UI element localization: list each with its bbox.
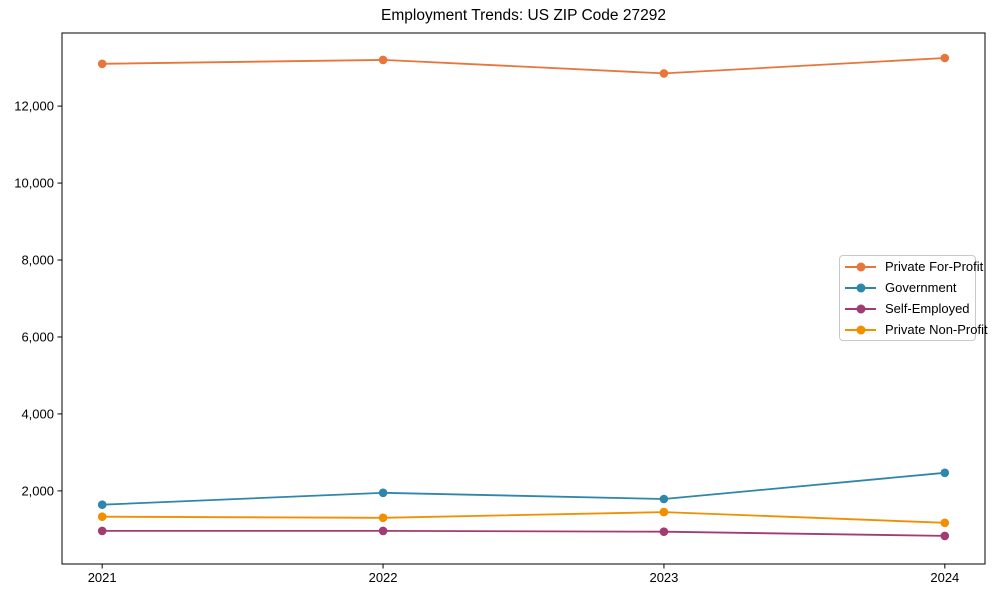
series-marker-self-employed (378, 526, 388, 536)
legend-marker-dot (856, 283, 865, 292)
series-marker-government (97, 500, 107, 510)
plot-border (61, 32, 986, 565)
series-marker-private-for-profit (940, 53, 950, 63)
legend-item: Government (845, 277, 975, 298)
series-marker-government (378, 488, 388, 498)
x-tick-label: 2021 (88, 570, 117, 585)
y-tick-label: 6,000 (21, 329, 54, 344)
series-line-private-non-profit (101, 511, 946, 524)
series-marker-private-for-profit (97, 59, 107, 69)
x-tick-label: 2022 (369, 570, 398, 585)
legend-line-marker-swatch (845, 325, 876, 334)
series-marker-private-non-profit (659, 507, 669, 517)
y-tick-label: 8,000 (21, 253, 54, 268)
legend-line-marker-swatch (845, 304, 876, 313)
legend-label: Self-Employed (885, 301, 970, 316)
legend-label: Private Non-Profit (885, 322, 988, 337)
series-marker-private-non-profit (97, 512, 107, 521)
y-tick-label: 4,000 (21, 406, 54, 421)
series-marker-private-non-profit (378, 513, 388, 523)
x-tick-label: 2023 (649, 570, 678, 585)
chart-title: Employment Trends: US ZIP Code 27292 (381, 7, 666, 24)
y-tick-label: 10,000 (14, 176, 54, 191)
series-marker-self-employed (97, 526, 107, 536)
x-tick-label: 2024 (930, 570, 959, 585)
series-marker-government (940, 468, 950, 478)
series-marker-self-employed (659, 527, 669, 536)
series-line-private-for-profit (101, 57, 946, 75)
legend-marker-dot (856, 325, 865, 334)
legend-item: Private Non-Profit (845, 319, 988, 340)
y-tick-label: 12,000 (14, 99, 54, 114)
series-marker-private-non-profit (940, 518, 950, 528)
series-marker-private-for-profit (378, 55, 388, 65)
series-line-self-employed (101, 530, 946, 537)
legend-marker-dot (856, 304, 865, 313)
series-marker-government (659, 494, 669, 504)
series-marker-self-employed (940, 531, 950, 541)
legend-line-marker-swatch (845, 262, 876, 271)
y-tick-label: 2,000 (21, 483, 54, 498)
legend-label: Private For-Profit (885, 259, 984, 274)
legend-item: Self-Employed (845, 298, 975, 319)
legend-label: Government (885, 280, 957, 295)
legend-item: Private For-Profit (845, 256, 983, 277)
legend: Private For-Profit Government Self-Employe… (839, 255, 988, 341)
legend-line-marker-swatch (845, 283, 876, 292)
series-marker-private-for-profit (659, 69, 669, 78)
legend-marker-dot (856, 262, 865, 271)
series-line-government (101, 471, 946, 506)
